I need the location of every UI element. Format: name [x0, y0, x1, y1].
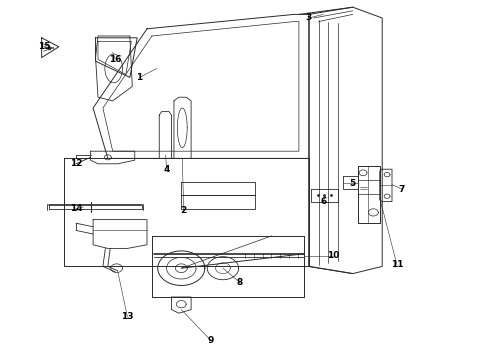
Text: 7: 7	[398, 184, 405, 194]
Text: 9: 9	[207, 336, 214, 345]
Text: 8: 8	[237, 278, 243, 287]
Text: 15: 15	[38, 42, 50, 51]
Text: 12: 12	[70, 159, 82, 168]
Text: 1: 1	[137, 73, 143, 82]
Text: 2: 2	[181, 206, 187, 215]
Text: 4: 4	[163, 165, 170, 174]
Text: 10: 10	[327, 251, 340, 260]
Text: 14: 14	[70, 204, 82, 213]
Text: 6: 6	[320, 197, 326, 206]
Text: 11: 11	[391, 260, 403, 269]
Text: 16: 16	[109, 55, 122, 64]
Text: 5: 5	[350, 179, 356, 188]
Text: 3: 3	[306, 13, 312, 22]
Text: 13: 13	[121, 312, 134, 321]
